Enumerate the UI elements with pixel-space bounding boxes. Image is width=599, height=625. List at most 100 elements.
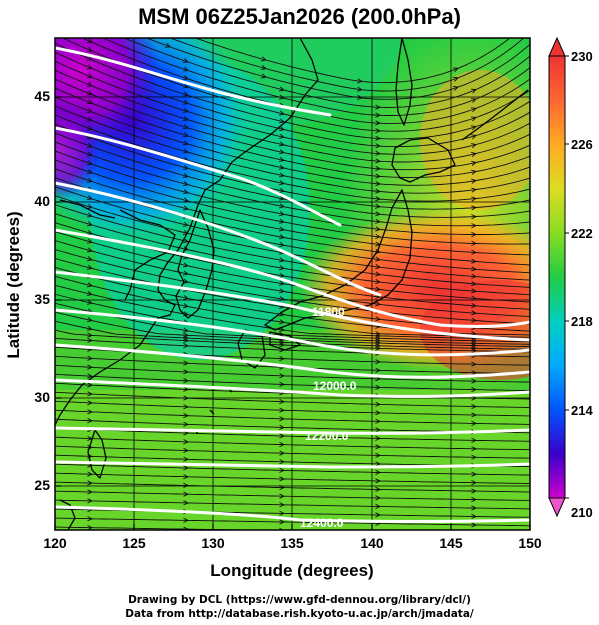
streamline [194, 38, 511, 84]
wind-arrowhead [87, 409, 94, 415]
streamline [55, 329, 530, 353]
wind-arrowhead [87, 480, 94, 486]
wind-arrowhead [279, 211, 286, 217]
wind-arrowhead [375, 271, 382, 277]
streamline [55, 213, 530, 296]
wind-arrowhead [87, 391, 94, 397]
wind-arrowhead [279, 280, 286, 286]
wind-arrowhead [471, 412, 478, 418]
wind-arrowhead [87, 400, 94, 406]
y-tick-label: 35 [34, 291, 50, 307]
contour-label: 12400.0 [300, 516, 344, 530]
colorbar-tick-label: 226 [571, 137, 593, 152]
wind-arrowhead [183, 378, 190, 384]
wind-arrowhead [183, 148, 189, 154]
wind-arrowhead [471, 513, 478, 520]
wind-arrowhead [375, 435, 382, 441]
wind-arrowhead [87, 382, 94, 388]
wind-arrowhead [278, 156, 285, 163]
wind-arrowhead [86, 169, 93, 174]
wind-arrowhead [183, 278, 190, 284]
wind-arrowhead [279, 493, 286, 499]
wind-arrowhead [183, 395, 190, 401]
x-tick-label: 125 [122, 535, 146, 551]
x-tick-label: 135 [280, 535, 304, 551]
wind-arrowhead [279, 203, 286, 209]
wind-arrowhead [375, 233, 382, 240]
wind-arrowhead [87, 238, 93, 244]
wind-arrowhead [375, 410, 382, 416]
wind-arrowhead [87, 256, 94, 262]
wind-arrowhead [375, 181, 382, 187]
wind-arrowhead [87, 418, 94, 424]
streamline [55, 490, 530, 501]
wind-arrowhead [470, 107, 477, 113]
temperature-field [55, 38, 530, 530]
wind-arrowhead [87, 20, 92, 24]
wind-arrowhead [88, 534, 93, 538]
wind-arrowhead [183, 482, 190, 489]
footer-data-credit: Data from http://database.rish.kyoto-u.a… [125, 608, 474, 620]
streamline [101, 38, 530, 116]
wind-arrowhead [279, 149, 286, 155]
wind-arrowhead [183, 181, 190, 187]
wind-arrowhead [87, 489, 94, 495]
wind-arrowhead [375, 401, 382, 407]
wind-arrowhead [279, 86, 286, 92]
wind-arrowhead [471, 288, 478, 294]
wind-arrowhead [375, 120, 382, 126]
wind-arrowhead [87, 299, 94, 305]
wind-arrowhead [375, 452, 382, 458]
wind-arrowhead [375, 218, 382, 224]
wind-arrowhead [452, 86, 459, 91]
y-tick-label: 45 [34, 88, 50, 104]
streamline [55, 463, 530, 476]
wind-arrowhead [184, 536, 189, 540]
wind-arrowhead [182, 75, 189, 81]
wind-arrowhead [87, 264, 94, 270]
wind-arrowhead [279, 110, 285, 116]
colorbar-tick-label: 214 [571, 403, 593, 418]
wind-arrowhead [375, 112, 382, 118]
wind-arrowhead [183, 132, 189, 138]
wind-arrowhead [279, 519, 286, 525]
wind-arrowhead [472, 540, 477, 544]
wind-arrowhead [375, 345, 382, 351]
wind-arrowhead [183, 474, 190, 480]
wind-arrowhead [278, 180, 286, 186]
wind-arrowhead [375, 150, 382, 156]
streamline [55, 231, 530, 310]
wind-arrowhead [183, 189, 190, 195]
wind-arrowhead [471, 205, 478, 211]
wind-arrowhead [471, 446, 478, 452]
wind-arrowhead [472, 549, 477, 553]
streamline [55, 177, 530, 266]
wind-arrowhead [375, 444, 382, 450]
wind-arrowhead [87, 212, 93, 218]
wind-arrowhead [87, 332, 94, 338]
wind-arrowhead [279, 296, 286, 302]
wind-arrowhead [183, 99, 189, 105]
x-axis [54, 524, 531, 530]
height-contours [55, 46, 530, 523]
streamline [55, 445, 530, 459]
wind-arrowhead [279, 272, 286, 278]
wind-arrowhead [452, 76, 459, 82]
wind-arrowhead [279, 342, 286, 348]
wind-arrowhead [452, 67, 459, 73]
wind-arrowhead [87, 230, 94, 235]
wind-arrowhead [375, 226, 382, 232]
wind-arrowhead [471, 240, 478, 247]
contour-label: 12000.0 [313, 379, 357, 393]
wind-arrowhead [279, 459, 286, 465]
wind-arrowhead [279, 218, 286, 224]
wind-arrowhead [472, 531, 477, 535]
x-tick-label: 120 [43, 535, 67, 551]
streamline [55, 87, 530, 178]
wind-arrowhead [375, 512, 382, 518]
streamline [55, 409, 530, 425]
wind-arrowhead [183, 205, 190, 211]
wind-arrowhead [471, 281, 478, 287]
wind-arrowhead [470, 116, 477, 122]
wind-arrowhead [86, 81, 93, 87]
